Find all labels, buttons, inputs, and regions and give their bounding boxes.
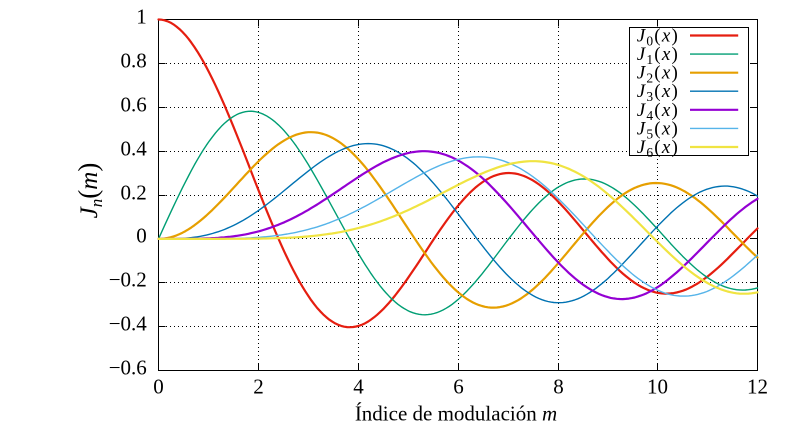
svg-text:8: 8	[553, 375, 564, 399]
svg-text:0.6: 0.6	[121, 93, 147, 117]
svg-text:J4(x): J4(x)	[637, 100, 679, 123]
svg-text:−0.4: −0.4	[109, 312, 148, 336]
svg-text:J1(x): J1(x)	[637, 44, 679, 67]
svg-text:J6(x): J6(x)	[637, 137, 679, 160]
svg-text:0: 0	[153, 375, 164, 399]
svg-text:Jn(m): Jn(m)	[73, 163, 106, 219]
svg-text:Índice de modulación m: Índice de modulación m	[355, 401, 557, 425]
svg-text:0.8: 0.8	[121, 49, 147, 73]
svg-text:4: 4	[353, 375, 364, 399]
svg-text:6: 6	[453, 375, 464, 399]
svg-text:2: 2	[253, 375, 264, 399]
svg-text:10: 10	[647, 375, 668, 399]
svg-text:12: 12	[747, 375, 768, 399]
svg-text:J2(x): J2(x)	[637, 63, 679, 86]
svg-text:0.4: 0.4	[121, 137, 148, 161]
svg-text:J5(x): J5(x)	[637, 118, 679, 141]
svg-text:J3(x): J3(x)	[637, 81, 679, 104]
svg-text:−0.6: −0.6	[109, 356, 147, 380]
svg-text:1: 1	[136, 5, 147, 29]
svg-text:0.2: 0.2	[121, 181, 147, 205]
svg-text:J0(x): J0(x)	[637, 26, 679, 49]
svg-text:0: 0	[136, 224, 147, 248]
svg-text:−0.2: −0.2	[109, 268, 147, 292]
